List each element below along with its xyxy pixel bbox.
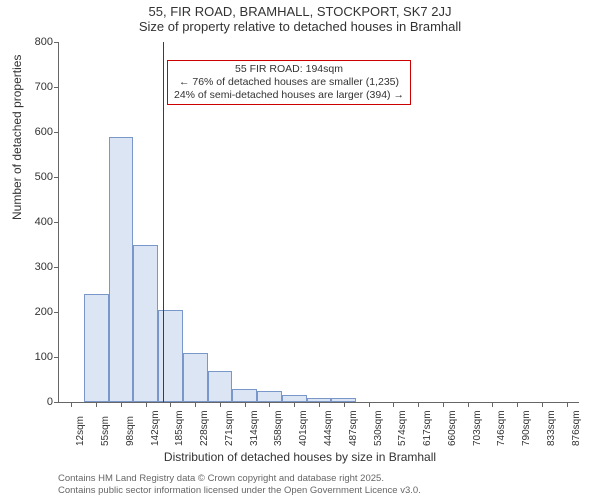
xtick-label: 271sqm (224, 410, 235, 446)
xtick-label: 142sqm (150, 410, 161, 446)
xtick-label: 314sqm (249, 410, 260, 446)
annotation-line2: ← 76% of detached houses are smaller (1,… (174, 76, 404, 89)
histogram-bar (183, 353, 208, 403)
xtick-label: 12sqm (75, 416, 86, 446)
ytick-mark (54, 267, 59, 268)
ytick-mark (54, 357, 59, 358)
xtick-mark (443, 402, 444, 407)
ytick-mark (54, 132, 59, 133)
xtick-label: 876sqm (571, 410, 582, 446)
xtick-label: 98sqm (125, 416, 136, 446)
xtick-label: 185sqm (174, 410, 185, 446)
xtick-label: 617sqm (422, 410, 433, 446)
xtick-mark (121, 402, 122, 407)
ytick-label: 400 (23, 216, 53, 228)
histogram-bar (282, 395, 307, 402)
ytick-mark (54, 87, 59, 88)
annotation-box: 55 FIR ROAD: 194sqm← 76% of detached hou… (167, 60, 411, 105)
xtick-mark (468, 402, 469, 407)
plot-region: 010020030040050060070080012sqm55sqm98sqm… (58, 42, 579, 403)
xtick-mark (71, 402, 72, 407)
xtick-mark (567, 402, 568, 407)
xtick-label: 790sqm (521, 410, 532, 446)
xtick-label: 487sqm (348, 410, 359, 446)
xtick-mark (542, 402, 543, 407)
xtick-mark (170, 402, 171, 407)
histogram-bar (257, 391, 282, 402)
xtick-mark (245, 402, 246, 407)
ytick-label: 600 (23, 126, 53, 138)
ytick-label: 700 (23, 81, 53, 93)
xtick-mark (294, 402, 295, 407)
xtick-mark (393, 402, 394, 407)
xtick-mark (96, 402, 97, 407)
ytick-label: 300 (23, 261, 53, 273)
ytick-mark (54, 42, 59, 43)
xtick-label: 703sqm (472, 410, 483, 446)
ytick-label: 100 (23, 351, 53, 363)
y-axis-label: Number of detached properties (10, 55, 24, 220)
ytick-label: 200 (23, 306, 53, 318)
xtick-label: 660sqm (447, 410, 458, 446)
ytick-mark (54, 222, 59, 223)
histogram-bar (158, 310, 183, 402)
ytick-label: 0 (23, 396, 53, 408)
xtick-mark (492, 402, 493, 407)
reference-line (163, 42, 164, 402)
title-subtitle: Size of property relative to detached ho… (0, 19, 600, 34)
xtick-label: 746sqm (496, 410, 507, 446)
histogram-bar (133, 245, 158, 403)
xtick-mark (319, 402, 320, 407)
xtick-mark (418, 402, 419, 407)
xtick-mark (517, 402, 518, 407)
xtick-label: 55sqm (100, 416, 111, 446)
xtick-mark (344, 402, 345, 407)
footer-line2: Contains public sector information licen… (58, 485, 421, 496)
xtick-label: 228sqm (199, 410, 210, 446)
ytick-label: 500 (23, 171, 53, 183)
xtick-label: 833sqm (546, 410, 557, 446)
ytick-mark (54, 177, 59, 178)
footer-attribution: Contains HM Land Registry data © Crown c… (58, 473, 421, 496)
annotation-line1: 55 FIR ROAD: 194sqm (174, 63, 404, 76)
chart-area: 010020030040050060070080012sqm55sqm98sqm… (58, 42, 578, 402)
histogram-bar (84, 294, 109, 402)
histogram-bar (208, 371, 233, 403)
xtick-label: 401sqm (298, 410, 309, 446)
xtick-mark (220, 402, 221, 407)
xtick-mark (369, 402, 370, 407)
xtick-mark (269, 402, 270, 407)
histogram-bar (232, 389, 257, 403)
title-address: 55, FIR ROAD, BRAMHALL, STOCKPORT, SK7 2… (0, 4, 600, 19)
xtick-mark (195, 402, 196, 407)
x-axis-label: Distribution of detached houses by size … (0, 450, 600, 464)
xtick-label: 574sqm (397, 410, 408, 446)
histogram-bar (109, 137, 134, 403)
ytick-label: 800 (23, 36, 53, 48)
xtick-mark (146, 402, 147, 407)
xtick-label: 358sqm (273, 410, 284, 446)
xtick-label: 530sqm (373, 410, 384, 446)
annotation-line3: 24% of semi-detached houses are larger (… (174, 89, 404, 102)
ytick-mark (54, 402, 59, 403)
ytick-mark (54, 312, 59, 313)
xtick-label: 444sqm (323, 410, 334, 446)
footer-line1: Contains HM Land Registry data © Crown c… (58, 473, 421, 484)
